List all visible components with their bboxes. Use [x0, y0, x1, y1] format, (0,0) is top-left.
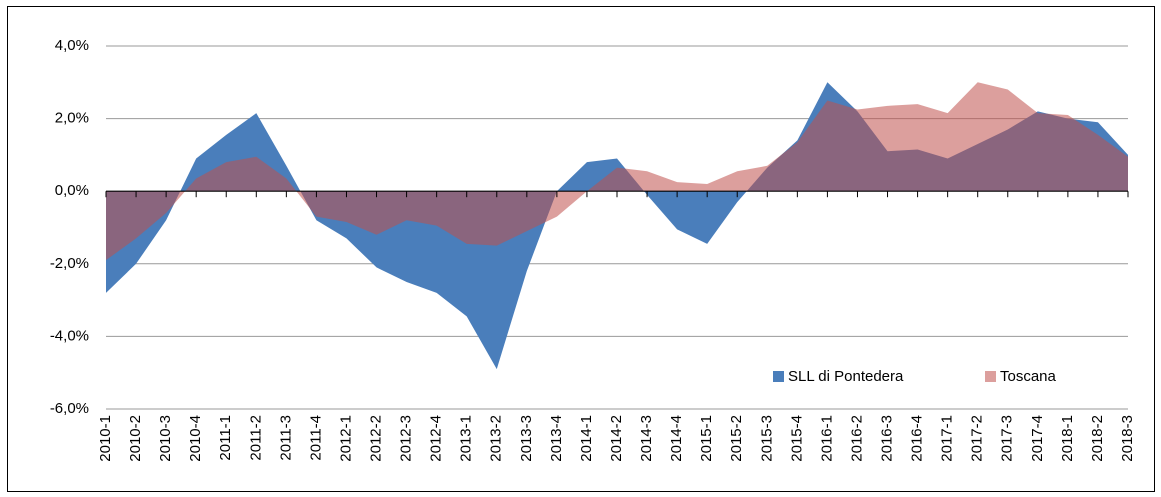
- x-tick-label: 2013-2: [488, 415, 505, 462]
- x-tick-label: 2014-4: [668, 415, 685, 462]
- x-tick-label: 2016-3: [878, 415, 895, 462]
- x-tick-label: 2013-1: [458, 415, 475, 462]
- x-tick-label: 2015-1: [698, 415, 715, 462]
- x-tick-label: 2016-1: [818, 415, 835, 462]
- x-tick-label: 2012-1: [337, 415, 354, 462]
- x-tick-label: 2015-4: [788, 415, 805, 462]
- y-tick-label: -6,0%: [50, 400, 89, 417]
- x-tick-label: 2018-2: [1089, 415, 1106, 462]
- y-tick-label: 4,0%: [55, 37, 89, 54]
- x-tick-label: 2015-3: [758, 415, 775, 462]
- x-tick-label: 2013-4: [548, 415, 565, 462]
- x-tick-label: 2017-1: [939, 415, 956, 462]
- x-tick-label: 2011-4: [307, 415, 324, 461]
- chart-border: [7, 6, 1155, 492]
- y-tick-label: 2,0%: [55, 110, 89, 127]
- area: [106, 82, 1128, 261]
- x-tick-label: 2017-2: [969, 415, 986, 462]
- x-tick-label: 2013-3: [518, 415, 535, 462]
- y-tick-label: -4,0%: [50, 327, 89, 344]
- x-tick-label: 2012-4: [428, 415, 445, 462]
- x-tick-label: 2010-4: [187, 415, 204, 462]
- legend-swatch: [773, 371, 784, 382]
- x-tick-label: 2018-3: [1119, 415, 1136, 462]
- x-tick-label: 2016-4: [909, 415, 926, 462]
- x-tick-label: 2012-2: [367, 415, 384, 462]
- y-tick-label: 0,0%: [55, 182, 89, 199]
- x-tick-label: 2012-3: [398, 415, 415, 462]
- y-tick-label: -2,0%: [50, 255, 89, 272]
- x-tick-label: 2014-3: [638, 415, 655, 462]
- x-tick-label: 2011-2: [247, 415, 264, 461]
- x-tick-label: 2015-2: [728, 415, 745, 462]
- x-tick-label: 2011-3: [277, 415, 294, 461]
- x-tick-label: 2011-1: [217, 415, 234, 461]
- x-tick-label: 2010-1: [97, 415, 114, 462]
- x-tick-label: 2016-2: [848, 415, 865, 462]
- legend-label: Toscana: [1000, 368, 1057, 385]
- legend-swatch: [985, 371, 996, 382]
- x-tick-label: 2014-1: [578, 415, 595, 462]
- x-tick-label: 2017-4: [1029, 415, 1046, 462]
- x-tick-label: 2018-1: [1059, 415, 1076, 462]
- legend-label: SLL di Pontedera: [788, 368, 904, 385]
- x-tick-label: 2010-2: [127, 415, 144, 462]
- x-tick-label: 2010-3: [157, 415, 174, 462]
- x-tick-label: 2014-2: [608, 415, 625, 462]
- x-tick-label: 2017-3: [999, 415, 1016, 462]
